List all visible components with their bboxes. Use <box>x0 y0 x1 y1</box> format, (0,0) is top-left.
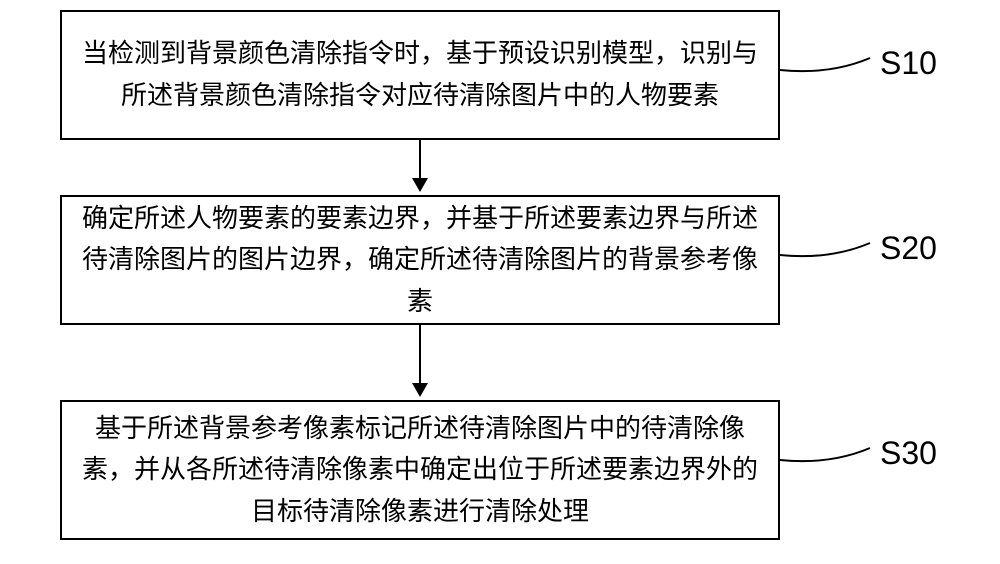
step-text: 基于所述背景参考像素标记所述待清除图片中的待清除像素，并从各所述待清除像素中确定… <box>82 408 758 533</box>
label-text: S10 <box>880 45 937 81</box>
flowchart-step-s30: 基于所述背景参考像素标记所述待清除图片中的待清除像素，并从各所述待清除像素中确定… <box>60 400 780 540</box>
connector-line-2 <box>419 325 421 383</box>
flowchart-step-s10: 当检测到背景颜色清除指令时，基于预设识别模型，识别与所述背景颜色清除指令对应待清… <box>60 10 780 140</box>
label-text: S20 <box>880 230 937 266</box>
flowchart-step-s20: 确定所述人物要素的要素边界，并基于所述要素边界与所述待清除图片的图片边界，确定所… <box>60 195 780 325</box>
label-connector-s10 <box>780 40 880 80</box>
label-connector-s30 <box>780 430 880 470</box>
connector-arrow-1 <box>412 178 428 192</box>
label-text: S30 <box>880 435 937 471</box>
connector-arrow-2 <box>412 383 428 397</box>
label-connector-s20 <box>780 225 880 265</box>
connector-line-1 <box>419 140 421 178</box>
flowchart-container: 当检测到背景颜色清除指令时，基于预设识别模型，识别与所述背景颜色清除指令对应待清… <box>0 0 1000 564</box>
step-text: 确定所述人物要素的要素边界，并基于所述要素边界与所述待清除图片的图片边界，确定所… <box>82 198 758 323</box>
step-label-s10: S10 <box>880 45 937 82</box>
step-label-s20: S20 <box>880 230 937 267</box>
step-label-s30: S30 <box>880 435 937 472</box>
step-text: 当检测到背景颜色清除指令时，基于预设识别模型，识别与所述背景颜色清除指令对应待清… <box>82 33 758 116</box>
